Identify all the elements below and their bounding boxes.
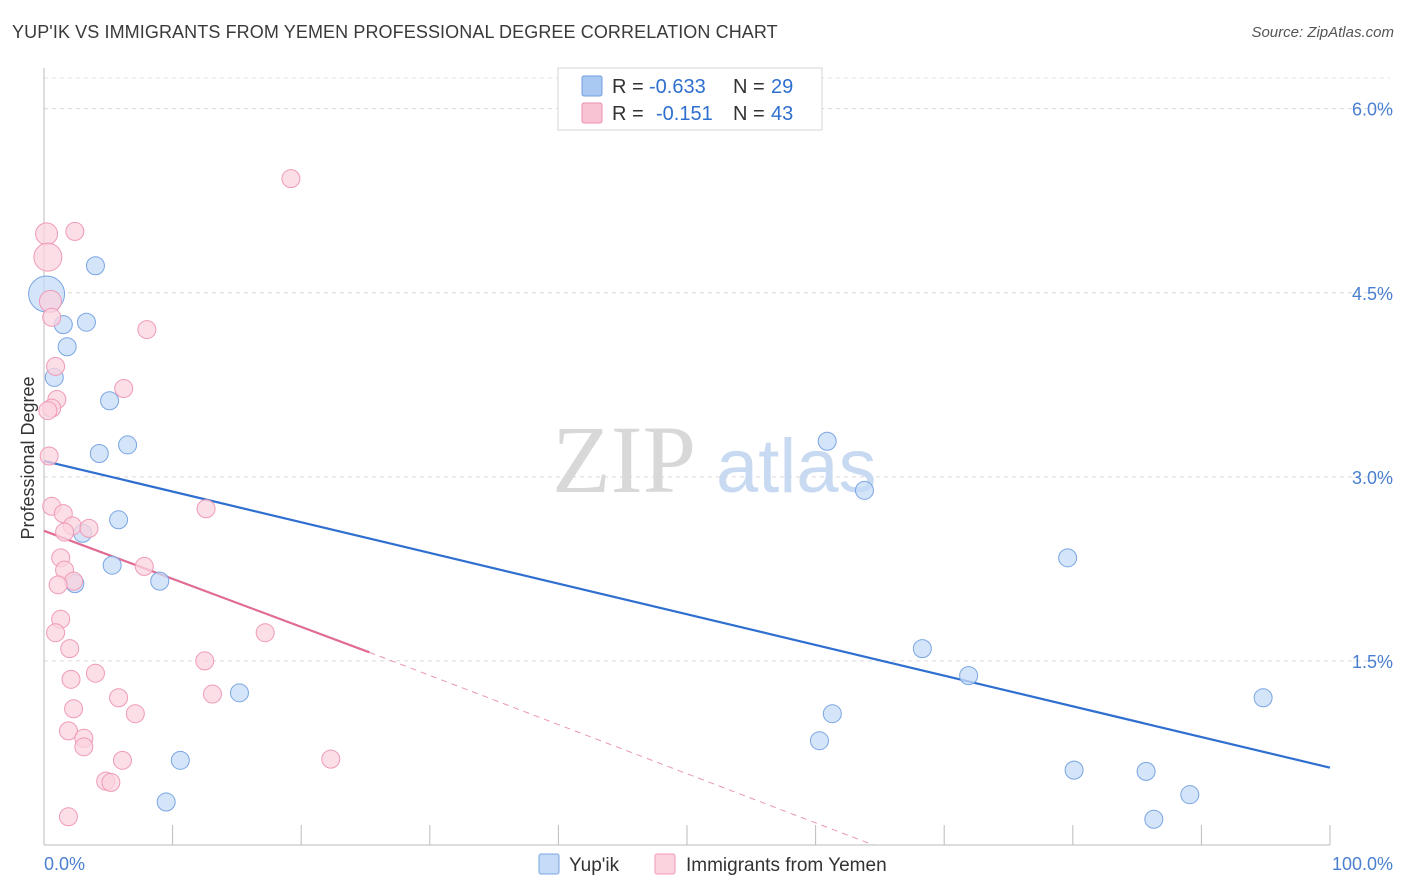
series-legend: Yup'ik Immigrants from Yemen <box>538 853 887 876</box>
point-yemen <box>39 446 59 466</box>
y-tick-label: 3.0% <box>1352 468 1393 488</box>
point-yupik <box>85 256 105 276</box>
point-yemen <box>101 772 121 792</box>
point-yupik <box>57 337 77 357</box>
tick-labels: 1.5% 3.0% 4.5% 6.0% 0.0% 100.0% <box>44 100 1393 874</box>
legend-r-value: -0.633 <box>649 76 706 98</box>
point-yupik <box>1180 785 1200 805</box>
point-yemen <box>35 222 59 246</box>
trend-extension-yemen <box>369 651 874 846</box>
legend-swatch-yupik-bottom <box>538 853 560 875</box>
y-tick-label: 6.0% <box>1352 100 1393 120</box>
point-yupik <box>109 510 129 530</box>
point-yupik <box>809 731 829 751</box>
point-yupik <box>912 639 932 659</box>
point-yemen <box>46 623 66 643</box>
legend-swatch-yupik <box>581 75 603 97</box>
legend-n-label: N = <box>733 103 765 125</box>
point-yupik <box>1058 548 1078 568</box>
point-yemen <box>125 704 145 724</box>
legend-n-value: 29 <box>771 76 793 98</box>
point-yupik <box>170 750 190 770</box>
point-yemen <box>46 356 66 376</box>
point-yemen <box>195 651 215 671</box>
legend-label-yupik: Yup'ik <box>569 855 620 876</box>
point-yemen <box>33 242 63 272</box>
y-tick-label: 1.5% <box>1352 652 1393 672</box>
y-tick-label: 4.5% <box>1352 284 1393 304</box>
point-yemen <box>196 499 216 519</box>
gridlines <box>44 77 1390 662</box>
point-yemen <box>202 684 222 704</box>
point-yemen <box>109 688 129 708</box>
point-yupik <box>150 571 170 591</box>
point-yemen <box>38 401 58 421</box>
point-yupik <box>76 312 96 332</box>
point-yupik <box>156 792 176 812</box>
point-yupik <box>1136 761 1156 781</box>
source-credit: Source: ZipAtlas.com <box>1251 24 1394 41</box>
point-yupik <box>118 435 138 455</box>
point-yemen <box>74 737 94 757</box>
legend-r-label: R = <box>612 103 644 125</box>
point-yemen <box>79 518 99 538</box>
watermark-atlas: atlas <box>716 424 877 509</box>
point-yemen <box>65 221 85 241</box>
point-yemen <box>114 378 134 398</box>
point-yemen <box>58 721 78 741</box>
trend-line-yemen <box>43 529 370 654</box>
point-yupik <box>1064 760 1084 780</box>
point-yupik <box>89 444 109 464</box>
point-yemen <box>321 749 341 769</box>
legend-r-label: R = <box>612 76 644 98</box>
point-yemen <box>134 556 154 576</box>
point-yupik <box>854 480 874 500</box>
legend-label-yemen: Immigrants from Yemen <box>686 855 887 876</box>
point-yemen <box>137 320 157 340</box>
legend-n-value: 43 <box>771 103 793 125</box>
point-yupik <box>102 555 122 575</box>
point-yemen <box>60 639 80 659</box>
chart-title: YUP'IK VS IMMIGRANTS FROM YEMEN PROFESSI… <box>12 22 778 42</box>
point-yemen <box>48 575 68 595</box>
point-yemen <box>42 307 62 327</box>
y-axis-label: Professional Degree <box>18 376 38 539</box>
point-yemen <box>255 623 275 643</box>
point-yemen <box>55 522 75 542</box>
point-yemen <box>58 807 78 827</box>
legend-swatch-yemen <box>581 102 603 124</box>
point-yupik <box>959 666 979 686</box>
legend-n-label: N = <box>733 76 765 98</box>
x-tick-label: 0.0% <box>44 854 85 874</box>
point-yupik <box>817 431 837 451</box>
point-yupik <box>100 391 120 411</box>
point-yemen <box>281 169 301 189</box>
point-yemen <box>112 750 132 770</box>
point-yupik <box>1253 688 1273 708</box>
point-yemen <box>64 699 84 719</box>
data-points <box>28 169 1273 829</box>
point-yupik <box>822 704 842 724</box>
x-tick-label: 100.0% <box>1332 854 1393 874</box>
point-yupik <box>229 683 249 703</box>
point-yemen <box>61 669 81 689</box>
watermark-zip: ZIP <box>552 406 696 513</box>
trend-line-yupik <box>43 459 1331 769</box>
legend-r-value: -0.151 <box>656 103 713 125</box>
trend-lines <box>43 459 1331 846</box>
legend-swatch-yemen-bottom <box>654 853 676 875</box>
point-yemen <box>85 663 105 683</box>
correlation-legend: R = -0.633 N = 29 R = -0.151 N = 43 <box>557 67 823 131</box>
point-yupik <box>1144 809 1164 829</box>
